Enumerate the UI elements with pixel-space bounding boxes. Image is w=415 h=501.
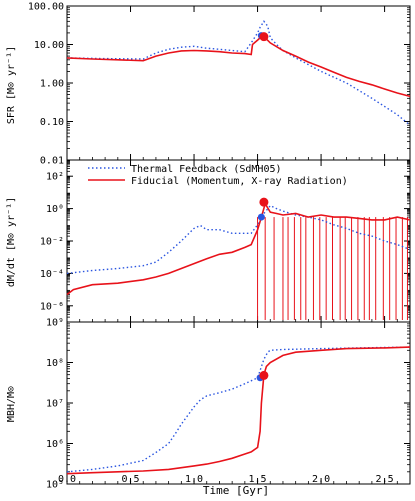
bh-mass-ytick-label: 10⁸ [46, 358, 64, 369]
bh-mass-fiducial-marker [259, 370, 269, 380]
sfr-fiducial-line [66, 35, 411, 98]
x-tick-label: 2.0 [312, 474, 330, 485]
sfr-ytick-label: 10.00 [34, 40, 64, 51]
accretion-ytick-label: 10⁰ [46, 204, 64, 215]
sfr-ytick-label: 0.01 [40, 156, 64, 167]
x-axis-label: Time [Gyr] [203, 484, 269, 497]
bh-mass-ytick-label: 10⁷ [46, 399, 64, 410]
x-tick-label: 1.5 [249, 474, 267, 485]
sfr-ytick-label: 100.00 [28, 2, 64, 13]
x-tick-label: 2.5 [376, 474, 394, 485]
sfr-fiducial-marker [259, 32, 269, 42]
accretion-ytick-label: 10² [46, 172, 64, 183]
accretion-thermal-marker [257, 213, 265, 221]
bh-mass-thermal-line [66, 346, 411, 473]
bh-mass-fiducial-line [66, 346, 411, 475]
accretion-panel-ylabel: dM/dt [M⊙ yr⁻¹] [6, 197, 17, 287]
accretion-ytick-label: 10⁻⁶ [40, 301, 64, 312]
bh-mass-ytick-label: 10⁶ [46, 439, 64, 450]
legend-fiducial-label: Fiducial (Momentum, X-ray Radiation) [131, 176, 348, 187]
x-tick-label: 1.0 [185, 474, 203, 485]
bh-mass-frame [66, 321, 411, 485]
accretion-ytick-label: 10⁻² [40, 237, 64, 248]
sfr-panel-ylabel: SFR [M⊙ yr⁻¹] [6, 46, 17, 124]
bh-mass-ytick-label: 10⁹ [46, 318, 64, 329]
legend-thermal-label: Thermal Feedback (SdMH05) [131, 164, 282, 175]
sfr-thermal-line [66, 20, 411, 126]
bh-mass-ytick-label: 10⁵ [46, 480, 64, 491]
accretion-fiducial-marker [259, 197, 269, 207]
accretion-fiducial-line [66, 201, 411, 296]
accretion-thermal-line [66, 204, 411, 275]
bh-mass-panel-ylabel: MBH/M⊙ [6, 386, 17, 422]
sfr-frame [66, 5, 411, 161]
sfr-ytick-label: 0.10 [40, 117, 64, 128]
legend: Thermal Feedback (SdMH05) Fiducial (Mome… [88, 164, 348, 187]
x-tick-label: 0.5 [121, 474, 139, 485]
accretion-ytick-label: 10⁻⁴ [40, 269, 64, 280]
x-tick-label: 0.0 [58, 474, 76, 485]
sfr-ytick-label: 1.00 [40, 79, 64, 90]
